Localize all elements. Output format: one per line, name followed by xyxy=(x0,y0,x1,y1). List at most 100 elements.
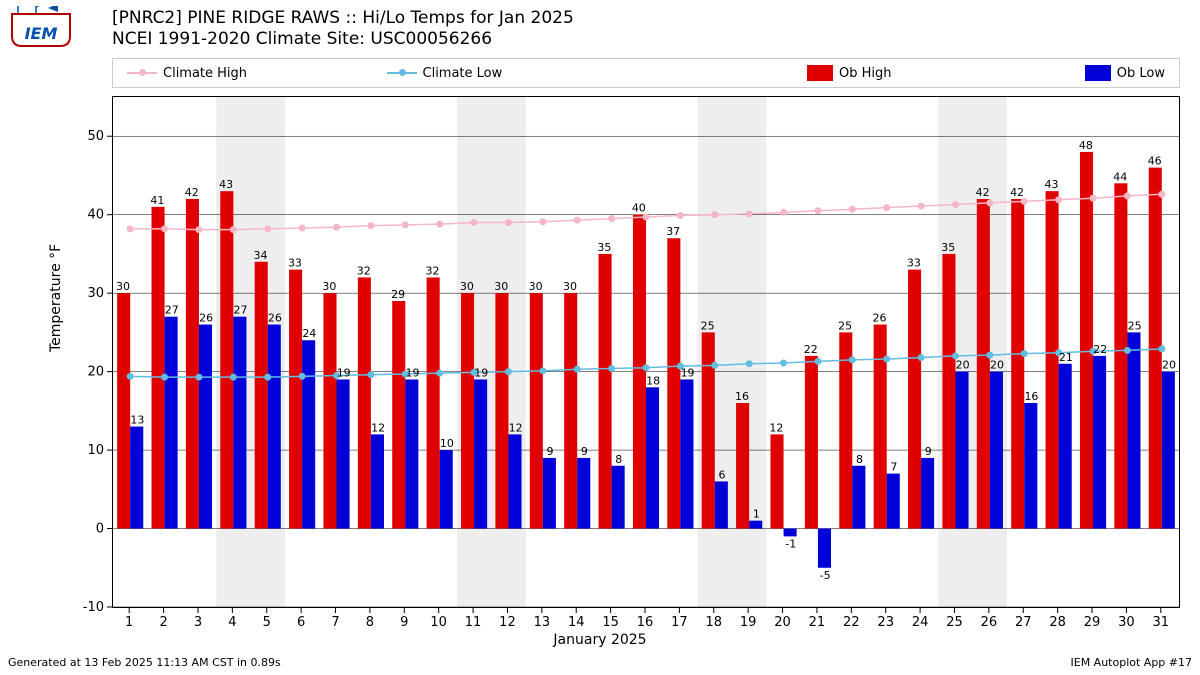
svg-text:3: 3 xyxy=(194,615,202,630)
svg-text:37: 37 xyxy=(666,225,680,238)
svg-text:20: 20 xyxy=(774,615,791,630)
svg-text:2: 2 xyxy=(159,615,167,630)
legend-item-ob-low: Ob Low xyxy=(906,65,1180,81)
svg-text:25: 25 xyxy=(1128,319,1142,332)
svg-text:5: 5 xyxy=(263,615,271,630)
svg-text:12: 12 xyxy=(371,421,385,434)
chart-title: [PNRC2] PINE RIDGE RAWS :: Hi/Lo Temps f… xyxy=(112,8,574,51)
svg-text:30: 30 xyxy=(563,280,577,293)
svg-text:15: 15 xyxy=(602,615,619,630)
svg-text:6: 6 xyxy=(297,615,305,630)
svg-text:27: 27 xyxy=(1015,615,1032,630)
svg-text:30: 30 xyxy=(460,280,474,293)
svg-text:17: 17 xyxy=(671,615,688,630)
legend-item-climate-high: Climate High xyxy=(113,66,373,81)
svg-text:16: 16 xyxy=(1024,390,1038,403)
svg-text:44: 44 xyxy=(1113,170,1127,183)
svg-text:27: 27 xyxy=(165,304,179,317)
svg-text:14: 14 xyxy=(568,615,585,630)
svg-text:35: 35 xyxy=(941,241,955,254)
svg-text:16: 16 xyxy=(735,390,749,403)
svg-text:10: 10 xyxy=(87,443,104,458)
svg-text:12: 12 xyxy=(769,421,783,434)
svg-text:42: 42 xyxy=(1010,186,1024,199)
svg-text:42: 42 xyxy=(185,186,199,199)
svg-text:30: 30 xyxy=(494,280,508,293)
legend-item-climate-low: Climate Low xyxy=(373,66,633,81)
legend-label: Climate Low xyxy=(423,66,503,81)
svg-text:-5: -5 xyxy=(820,569,831,582)
svg-text:12: 12 xyxy=(499,615,516,630)
svg-text:-1: -1 xyxy=(785,537,796,550)
svg-text:20: 20 xyxy=(956,359,970,372)
svg-text:20: 20 xyxy=(87,365,104,380)
svg-text:19: 19 xyxy=(740,615,757,630)
svg-text:43: 43 xyxy=(219,178,233,191)
svg-text:27: 27 xyxy=(234,304,248,317)
svg-text:19: 19 xyxy=(405,366,419,379)
svg-text:9: 9 xyxy=(400,615,408,630)
svg-text:16: 16 xyxy=(637,615,654,630)
svg-text:26: 26 xyxy=(981,615,998,630)
svg-text:30: 30 xyxy=(87,286,104,301)
svg-text:46: 46 xyxy=(1148,155,1162,168)
svg-text:7: 7 xyxy=(890,461,897,474)
svg-text:18: 18 xyxy=(706,615,723,630)
plot-svg: 3013412742264327342633243019321229193210… xyxy=(113,97,1179,607)
svg-text:24: 24 xyxy=(912,615,929,630)
svg-text:9: 9 xyxy=(581,445,588,458)
svg-text:50: 50 xyxy=(87,129,104,144)
svg-text:10: 10 xyxy=(430,615,447,630)
svg-text:8: 8 xyxy=(366,615,374,630)
svg-text:32: 32 xyxy=(425,264,439,277)
svg-text:22: 22 xyxy=(843,615,860,630)
plot-area: 3013412742264327342633243019321229193210… xyxy=(112,96,1180,608)
svg-text:1: 1 xyxy=(125,615,133,630)
svg-text:6: 6 xyxy=(718,468,725,481)
x-axis-label: January 2025 xyxy=(0,632,1200,648)
svg-text:32: 32 xyxy=(357,264,371,277)
svg-text:40: 40 xyxy=(632,202,646,215)
svg-text:34: 34 xyxy=(254,249,268,262)
legend-line-icon xyxy=(127,67,157,79)
svg-text:19: 19 xyxy=(337,366,351,379)
svg-text:22: 22 xyxy=(804,343,818,356)
svg-text:9: 9 xyxy=(547,445,554,458)
svg-text:30: 30 xyxy=(529,280,543,293)
legend-rect-icon xyxy=(807,65,833,81)
svg-text:29: 29 xyxy=(1084,615,1101,630)
svg-text:8: 8 xyxy=(615,453,622,466)
svg-text:23: 23 xyxy=(877,615,894,630)
svg-text:33: 33 xyxy=(288,257,302,270)
svg-text:48: 48 xyxy=(1079,139,1093,152)
svg-text:19: 19 xyxy=(474,366,488,379)
svg-text:19: 19 xyxy=(681,366,695,379)
y-axis-label: Temperature °F xyxy=(48,244,64,352)
svg-text:22: 22 xyxy=(1093,343,1107,356)
svg-text:35: 35 xyxy=(597,241,611,254)
svg-text:25: 25 xyxy=(946,615,963,630)
footer-generated: Generated at 13 Feb 2025 11:13 AM CST in… xyxy=(8,656,281,669)
svg-text:29: 29 xyxy=(391,288,405,301)
svg-text:20: 20 xyxy=(990,359,1004,372)
legend: Climate High Climate Low Ob High Ob Low xyxy=(112,58,1180,88)
svg-text:30: 30 xyxy=(322,280,336,293)
svg-text:26: 26 xyxy=(873,312,887,325)
legend-item-ob-high: Ob High xyxy=(632,65,906,81)
legend-label: Ob Low xyxy=(1117,66,1165,81)
svg-text:26: 26 xyxy=(199,312,213,325)
svg-text:11: 11 xyxy=(465,615,482,630)
svg-text:21: 21 xyxy=(1059,351,1073,364)
svg-text:43: 43 xyxy=(1044,178,1058,191)
chart-title-line2: NCEI 1991-2020 Climate Site: USC00056266 xyxy=(112,29,574,50)
svg-text:41: 41 xyxy=(150,194,164,207)
svg-text:24: 24 xyxy=(302,327,316,340)
svg-text:12: 12 xyxy=(509,421,523,434)
svg-text:40: 40 xyxy=(87,208,104,223)
svg-text:21: 21 xyxy=(809,615,826,630)
svg-text:9: 9 xyxy=(925,445,932,458)
svg-text:31: 31 xyxy=(1153,615,1170,630)
svg-text:30: 30 xyxy=(1118,615,1135,630)
svg-text:25: 25 xyxy=(838,319,852,332)
svg-text:26: 26 xyxy=(268,312,282,325)
